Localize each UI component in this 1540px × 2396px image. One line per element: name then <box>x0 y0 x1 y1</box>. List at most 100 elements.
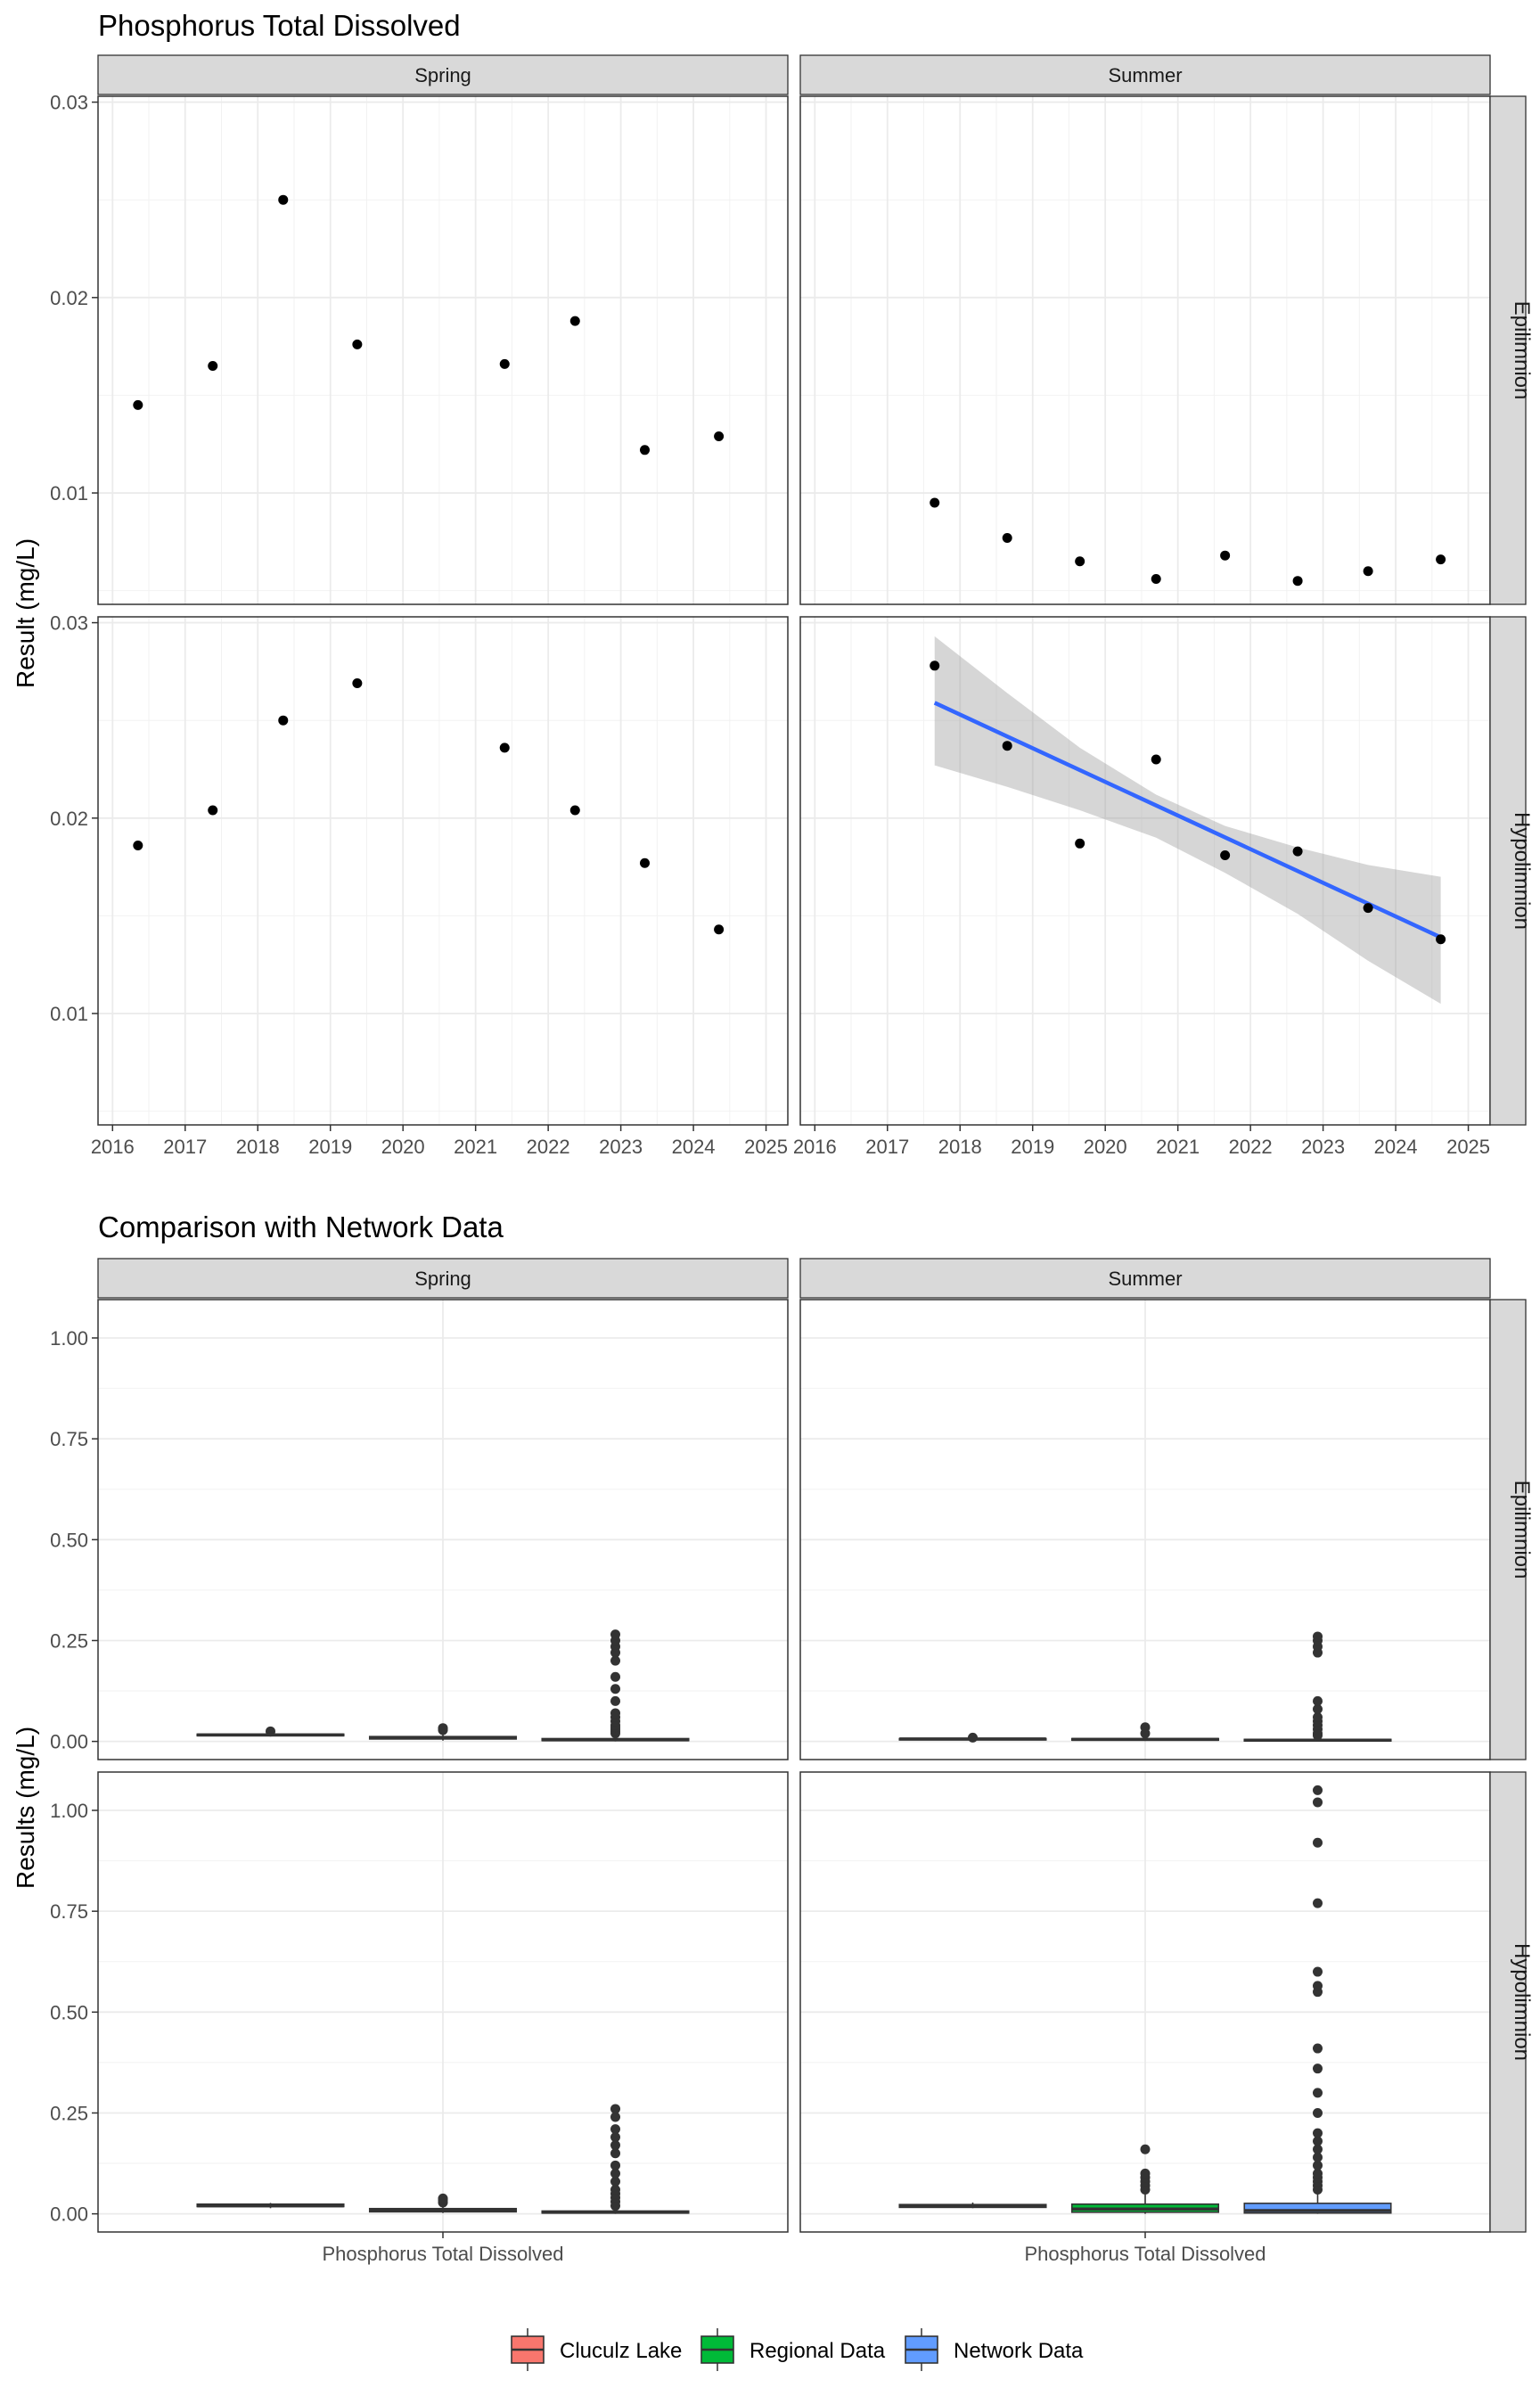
legend: Cluculz Lake Regional Data Network Data <box>511 2328 1084 2371</box>
legend-label-regional-data: Regional Data <box>750 2339 886 2363</box>
box-summer-hypolimnion-network-data-outlier <box>1313 1785 1323 1795</box>
box-y-tick-label: 0.25 <box>50 1629 88 1652</box>
scatter-x-tick-label: 2020 <box>381 1136 425 1158</box>
scatter-x-tick-label: 2019 <box>308 1136 352 1158</box>
y-axis-label-scatter: Result (mg/L) <box>12 538 39 688</box>
scatter-strip-label-epilimnion: Epilimnion <box>1510 301 1534 400</box>
box-y-tick-label: 0.75 <box>50 1900 88 1923</box>
scatter-x-tick-label: 2024 <box>1374 1136 1418 1158</box>
scatter-strip-label-spring: Spring <box>414 64 471 86</box>
chart-title-box: Comparison with Network Data <box>98 1210 504 1243</box>
box-summer-hypolimnion-network-data-outlier <box>1313 2043 1323 2054</box>
scatter-x-tick-label: 2022 <box>527 1136 570 1158</box>
scatter-x-tick-label: 2016 <box>91 1136 135 1158</box>
box-strip-epilimnion <box>1489 1299 1527 1760</box>
scatter-spring-epilimnion-data-point <box>208 361 218 372</box>
box-strip-label-summer: Summer <box>1108 1268 1182 1290</box>
scatter-spring-epilimnion-data-point <box>499 358 510 369</box>
scatter-x-tick-label: 2025 <box>744 1136 788 1158</box>
scatter-summer-epilimnion-data-point <box>930 497 940 508</box>
box-summer-hypolimnion-regional-data-outlier <box>1140 2144 1151 2154</box>
scatter-x-tick-label: 2021 <box>454 1136 497 1158</box>
box-strip-hypolimnion <box>1489 1771 1527 2233</box>
box-spring-hypolimnion-network-data-outlier <box>610 2124 620 2135</box>
scatter-summer-epilimnion-data-point <box>1002 532 1012 543</box>
box-spring-hypolimnion-network-data-outlier <box>610 2104 620 2114</box>
box-strip-label-spring: Spring <box>414 1268 471 1290</box>
box-y-tick-label: 0.75 <box>50 1428 88 1450</box>
scatter-facets: 0.01 0.02 0.03 0.01 0.02 0.03 2016 2017 2018 2019… <box>50 54 1534 1158</box>
box-spring-epilimnion-network-data-outlier <box>610 1708 620 1719</box>
scatter-x-tick-label: 2019 <box>1011 1136 1054 1158</box>
box-summer-hypolimnion-network-data-outlier <box>1313 1837 1323 1848</box>
scatter-spring-hypolimnion-data-point <box>278 715 289 726</box>
scatter-strip-spring <box>97 54 789 95</box>
box-spring-epilimnion-network-data-outlier <box>610 1671 620 1682</box>
scatter-x-tick-label: 2024 <box>672 1136 716 1158</box>
scatter-summer-epilimnion-panel-background <box>800 96 1490 604</box>
box-summer-hypolimnion-network-data-outlier <box>1313 2064 1323 2074</box>
box-y-tick-label: 0.25 <box>50 2102 88 2124</box>
y-axis-label-box: Results (mg/L) <box>12 1727 39 1889</box>
scatter-x-tick-label: 2016 <box>793 1136 837 1158</box>
scatter-x-tick-label: 2018 <box>938 1136 982 1158</box>
box-summer-epilimnion-network-data-outlier <box>1313 1631 1323 1642</box>
scatter-summer-epilimnion-data-point <box>1363 566 1373 577</box>
scatter-x-tick-label: 2023 <box>599 1136 643 1158</box>
scatter-spring-epilimnion-data-point <box>639 445 650 455</box>
scatter-summer-hypolimnion-data-point <box>1002 741 1012 751</box>
scatter-summer-hypolimnion-data-point <box>1151 754 1161 765</box>
box-y-tick-label: 0.00 <box>50 2203 88 2226</box>
scatter-strip-epilimnion <box>1489 95 1527 605</box>
scatter-spring-hypolimnion-data-point <box>133 841 143 850</box>
box-summer-hypolimnion-network-data-outlier <box>1313 1898 1323 1908</box>
scatter-summer-hypolimnion-data-point <box>1363 903 1373 914</box>
scatter-summer-hypolimnion-data-point <box>930 661 940 671</box>
scatter-y-tick-label: 0.02 <box>50 808 88 830</box>
box-spring-epilimnion-network-data-outlier <box>610 1684 620 1694</box>
box-summer-epilimnion-network-data-outlier <box>1313 1703 1323 1714</box>
box-spring-hypolimnion-network-data-outlier <box>610 2160 620 2170</box>
scatter-spring-epilimnion-data-point <box>714 431 725 441</box>
scatter-summer-epilimnion-data-point <box>1292 576 1303 587</box>
box-x-category-label: Phosphorus Total Dissolved <box>1024 2243 1266 2265</box>
scatter-spring-epilimnion-data-point <box>278 194 289 205</box>
box-summer-hypolimnion-network-data-outlier <box>1313 2168 1323 2179</box>
scatter-strip-label-summer: Summer <box>1108 64 1182 86</box>
scatter-spring-hypolimnion-data-point <box>208 805 218 816</box>
box-spring-hypolimnion-network-data-outlier <box>610 2184 620 2195</box>
scatter-spring-hypolimnion-data-point <box>639 857 650 868</box>
box-strip-label-hypolimnion: Hypolimnion <box>1510 1943 1534 2061</box>
box-summer-hypolimnion-regional-data-outlier <box>1140 2168 1151 2179</box>
box-spring-epilimnion-panel-border <box>97 1299 789 1760</box>
box-spring-hypolimnion-network-data-outlier <box>610 2148 620 2159</box>
scatter-spring-hypolimnion-data-point <box>352 678 363 689</box>
scatter-x-tick-label: 2020 <box>1084 1136 1127 1158</box>
box-summer-hypolimnion-network-data-outlier <box>1313 2160 1323 2170</box>
box-strip-spring <box>97 1258 789 1299</box>
box-summer-hypolimnion-network-data-outlier <box>1313 2088 1323 2098</box>
box-y-tick-label: 0.00 <box>50 1731 88 1753</box>
box-strip-summer <box>799 1258 1491 1299</box>
box-spring-hypolimnion-network-data-outlier <box>610 2140 620 2151</box>
scatter-summer-epilimnion-data-point <box>1151 574 1161 584</box>
scatter-x-tick-label: 2023 <box>1301 1136 1345 1158</box>
box-summer-hypolimnion-network-data-outlier <box>1313 2136 1323 2146</box>
box-spring-epilimnion-network-data-outlier <box>610 1629 620 1640</box>
box-summer-epilimnion-network-data-outlier <box>1313 1695 1323 1706</box>
scatter-y-tick-label: 0.03 <box>50 92 88 114</box>
scatter-summer-epilimnion-data-point <box>1075 556 1085 567</box>
box-y-tick-label: 1.00 <box>50 1327 88 1350</box>
box-summer-epilimnion-network-data-outlier <box>1313 1711 1323 1722</box>
scatter-x-tick-label: 2025 <box>1446 1136 1490 1158</box>
scatter-y-tick-label: 0.02 <box>50 287 88 309</box>
box-summer-hypolimnion-network-data-box <box>1243 2203 1392 2214</box>
scatter-y-tick-label: 0.01 <box>50 482 88 505</box>
box-spring-epilimnion-network-data-outlier <box>610 1695 620 1706</box>
box-y-tick-label: 0.50 <box>50 2001 88 2023</box>
chart-title-scatter: Phosphorus Total Dissolved <box>98 9 461 42</box>
box-summer-hypolimnion-network-data-outlier <box>1313 2128 1323 2138</box>
scatter-spring-hypolimnion-panel-background <box>98 617 788 1125</box>
box-spring-hypolimnion-regional-data-outlier <box>438 2193 448 2203</box>
